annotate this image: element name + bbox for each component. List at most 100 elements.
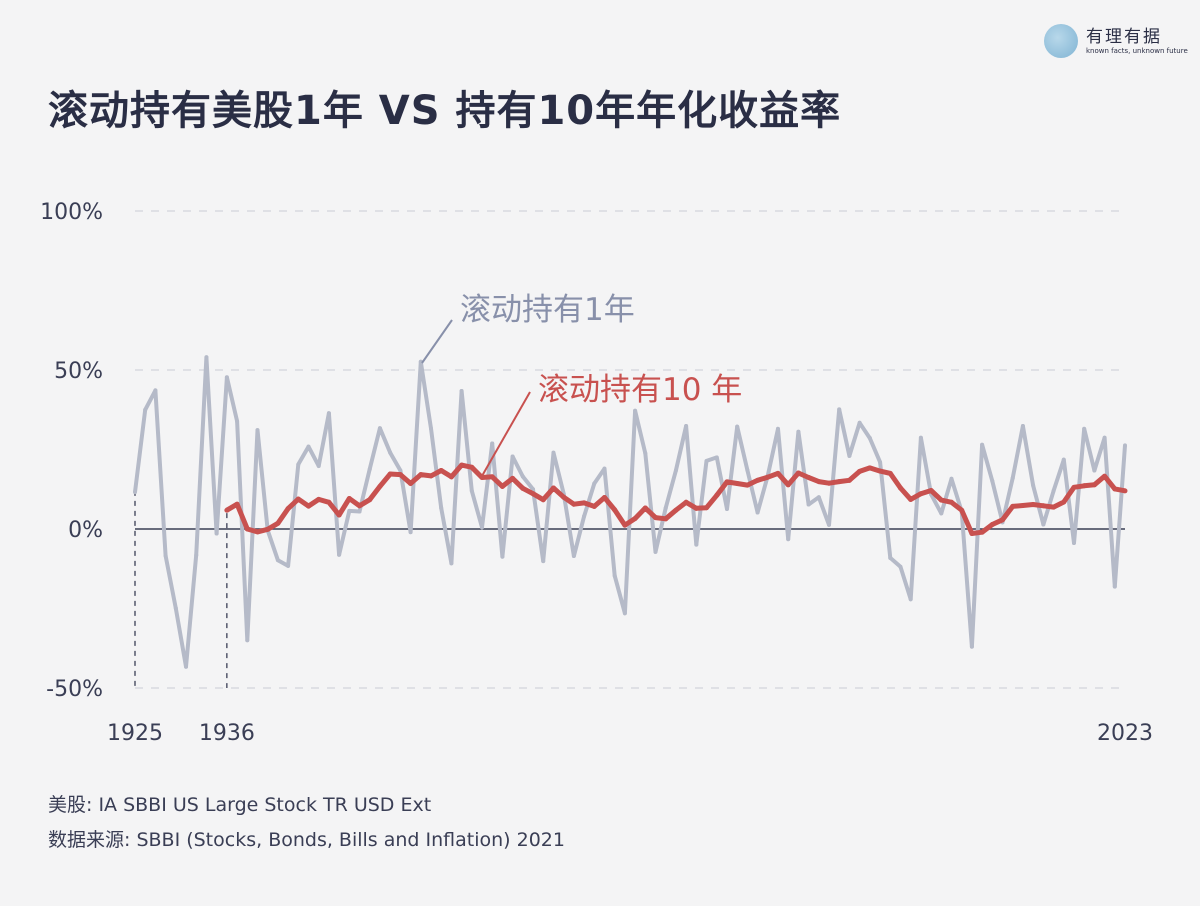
series-10y-point — [1040, 503, 1046, 509]
series-10y-point — [469, 464, 475, 470]
series-10y-point — [254, 529, 260, 535]
series-10y-point — [489, 474, 495, 480]
series-1y-point — [184, 664, 189, 669]
series-10y-point — [714, 492, 720, 498]
series-1y-point — [133, 490, 137, 495]
series-1y-point — [510, 454, 515, 459]
series-1y-point — [1020, 423, 1025, 428]
series-10y-point — [642, 505, 648, 511]
series-1y-point — [633, 408, 638, 413]
series-1y-point — [204, 355, 209, 360]
series-1y-point — [888, 555, 893, 560]
series-1y-point — [1041, 522, 1046, 527]
series-10y-point — [418, 472, 424, 478]
series-1y-point — [143, 407, 148, 412]
series-10y-point — [377, 483, 383, 489]
x-tick-label: 1936 — [199, 721, 255, 746]
series-10y-point — [581, 500, 587, 506]
series-1y-point — [469, 488, 474, 493]
series-10y-point — [357, 503, 363, 509]
series-1y-point — [878, 460, 883, 465]
series-1y-point — [1071, 540, 1076, 545]
series-1y-point — [286, 563, 291, 568]
chart-title: 滚动持有美股1年 VS 持有10年年化收益率 — [48, 88, 842, 134]
series-10y-point — [1091, 482, 1097, 488]
series-10y-point — [795, 470, 801, 476]
series-10y-point — [244, 526, 250, 532]
series-1y-point — [173, 606, 178, 611]
series-10y-point — [591, 503, 597, 509]
series-1y-point — [275, 558, 280, 563]
series-1y-point — [153, 388, 158, 393]
series-10y-point — [897, 485, 903, 491]
series-1y-point — [969, 644, 974, 649]
series-1y-point — [214, 531, 219, 536]
series-10y-point — [408, 481, 414, 487]
series-1y-point — [796, 429, 801, 434]
series-1y-point — [622, 611, 627, 616]
series-1y-point — [1061, 457, 1066, 462]
series-1y-point — [653, 549, 658, 554]
series-10y-point — [428, 473, 434, 479]
series-1y-point — [949, 476, 954, 481]
series-10y-point — [520, 485, 526, 491]
series-1y-point — [255, 428, 260, 433]
series-10y-point — [653, 515, 659, 521]
series-1y-point — [408, 530, 413, 535]
series-1y-point — [980, 442, 985, 447]
series-10y-point — [744, 482, 750, 488]
series-10y-point — [367, 497, 373, 503]
series-1y-point — [827, 522, 832, 527]
series-1y-point — [163, 553, 168, 558]
series-10y-point — [1051, 504, 1057, 510]
series-10y-point — [969, 530, 975, 536]
series-10y-point — [234, 501, 240, 507]
series-10y-point — [948, 499, 954, 505]
series-1y-point — [306, 444, 311, 449]
series-1y-point — [377, 426, 382, 431]
series-10y-point — [724, 479, 730, 485]
series-1y-point — [898, 564, 903, 569]
series-1y-point — [908, 597, 913, 602]
series-1y-point — [735, 424, 740, 429]
series-10y-point — [632, 516, 638, 522]
series-10y-point — [785, 482, 791, 488]
series-10y-point — [846, 477, 852, 483]
series-1y-point — [296, 462, 301, 467]
series-1y-point — [316, 464, 321, 469]
series-10y-point — [693, 505, 699, 511]
series-1y-point — [612, 573, 617, 578]
series-1y-point — [490, 441, 495, 446]
series-1y-point — [1092, 468, 1097, 473]
series-1y-point — [347, 508, 352, 513]
series-10y-point — [550, 485, 556, 491]
series-1y-point — [939, 511, 944, 516]
series-10y-point — [1061, 499, 1067, 505]
series-1y-point — [1102, 435, 1107, 440]
series-1y-point — [755, 510, 760, 515]
series-1y-point — [194, 553, 199, 558]
series-10y-point — [499, 483, 505, 489]
series-10y-point — [316, 496, 322, 502]
y-tick-label: -50% — [46, 677, 103, 702]
series-10y-point — [1122, 488, 1128, 494]
logo-name: 有理有据 — [1086, 26, 1162, 47]
series-10y-point — [448, 474, 454, 480]
series-1y-point — [1123, 443, 1127, 448]
series-1y-point — [582, 514, 587, 519]
series-1y-point — [643, 451, 648, 456]
series-1y-point — [551, 450, 556, 455]
series-10y-point — [683, 499, 689, 505]
series-10y-point — [397, 472, 403, 478]
y-tick-label: 50% — [54, 359, 103, 384]
series-1y-point — [357, 509, 362, 514]
series-1y-point — [337, 552, 342, 557]
series-1y-point — [367, 467, 372, 472]
series-1y-point — [245, 638, 250, 643]
series-10y-point — [224, 507, 230, 513]
series-1y-point — [1051, 488, 1056, 493]
series-1y-point — [541, 559, 546, 564]
series-10y-point — [510, 475, 516, 481]
series-1y-point — [837, 407, 842, 412]
series-10y-point — [346, 495, 352, 501]
